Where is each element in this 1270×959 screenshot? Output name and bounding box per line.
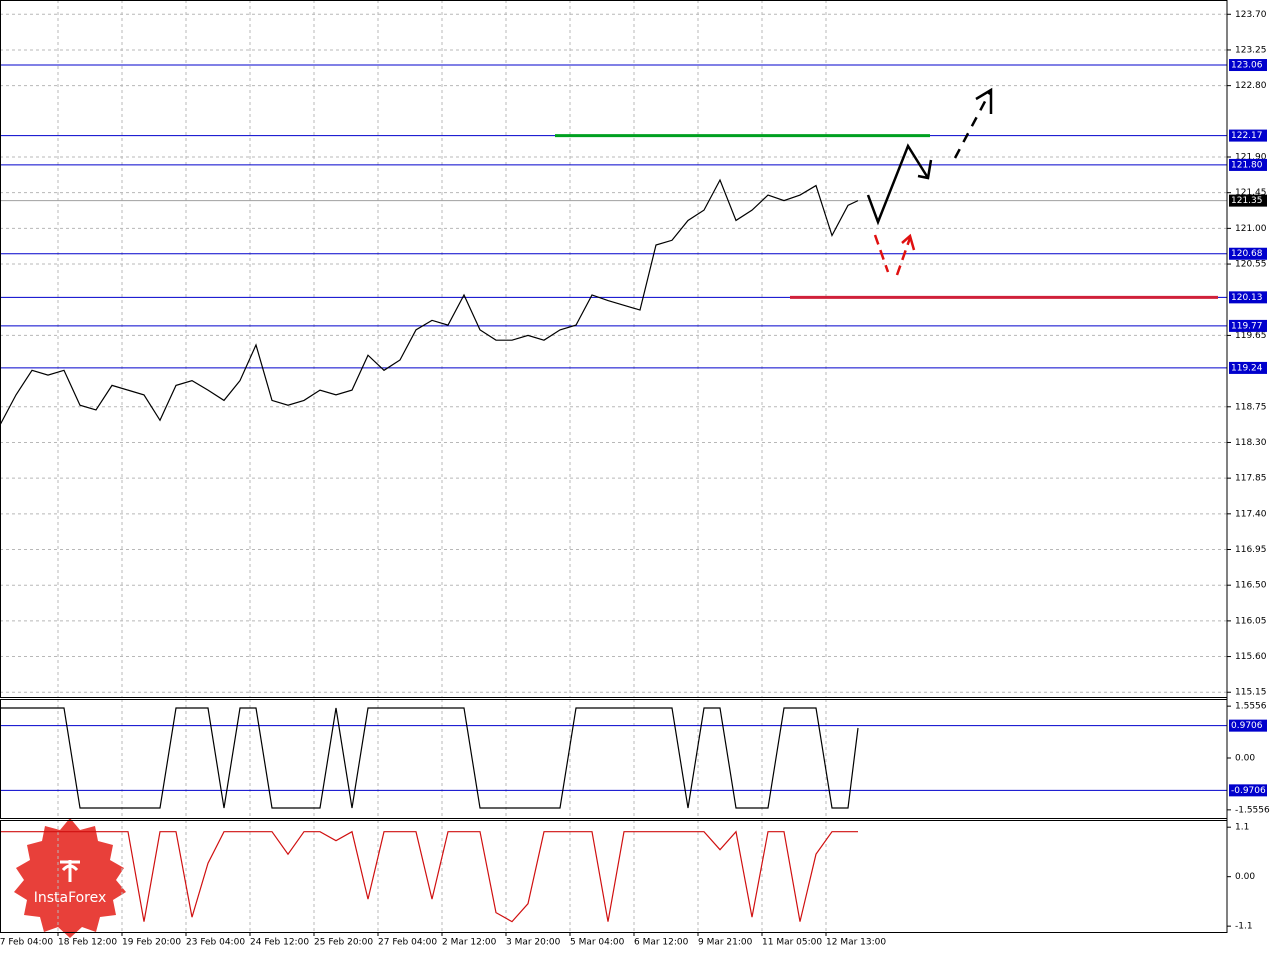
x-tick-label: 25 Feb 20:00	[314, 938, 373, 948]
y-tick-label: 123.25	[1235, 45, 1267, 55]
y-tick-label: 121.00	[1235, 224, 1267, 234]
alt-arrow	[873, 234, 890, 273]
level-box	[1229, 59, 1267, 72]
y-tick-label: 122.80	[1235, 81, 1267, 91]
x-tick-label: 27 Feb 04:00	[378, 938, 437, 948]
y-tick-label: 115.15	[1235, 688, 1267, 698]
y-tick-label: 121.90	[1235, 153, 1267, 163]
x-tick-label: 12 Mar 13:00	[826, 938, 886, 948]
y-tick-label: 116.05	[1235, 616, 1267, 626]
y-tick-label: 118.30	[1235, 438, 1267, 448]
level-label: 122.17	[1231, 131, 1263, 141]
y-tick-label: -1.1	[1235, 922, 1253, 932]
y-tick-label: 117.40	[1235, 509, 1267, 519]
forecast-arrow-dashed	[953, 91, 992, 159]
y-tick-label: 118.75	[1235, 402, 1267, 412]
y-tick-label: 120.55	[1235, 260, 1267, 270]
level-box	[1229, 361, 1267, 374]
x-tick-label: 5 Mar 04:00	[570, 938, 625, 948]
alt-arrow	[895, 237, 912, 276]
x-tick-label: 18 Feb 12:00	[58, 938, 117, 948]
y-tick-label: 1.1	[1235, 823, 1249, 833]
y-tick-label: 119.65	[1235, 331, 1267, 341]
current-price-box	[1229, 194, 1267, 207]
forecast-arrow	[866, 143, 930, 226]
y-tick-label: 117.85	[1235, 474, 1267, 484]
current-price-label: 121.35	[1231, 196, 1263, 206]
y-tick-label: 0.00	[1235, 754, 1255, 764]
level-box	[1229, 247, 1267, 260]
x-tick-label: 9 Mar 21:00	[698, 938, 753, 948]
level-label: 120.13	[1231, 293, 1263, 303]
y-tick-label: -1.5556	[1235, 805, 1270, 815]
arrow-head	[901, 233, 916, 251]
level-label: 120.68	[1231, 249, 1263, 259]
y-tick-label: 123.70	[1235, 10, 1267, 20]
level-box	[1229, 319, 1267, 332]
x-tick-label: 3 Mar 20:00	[506, 938, 561, 948]
level-box	[1229, 129, 1267, 142]
series-line	[0, 830, 858, 923]
level-label: 121.80	[1231, 160, 1263, 170]
level-box	[1229, 158, 1267, 171]
x-tick-label: 2 Mar 12:00	[442, 938, 497, 948]
x-tick-label: 23 Feb 04:00	[186, 938, 245, 948]
arrow-head	[975, 87, 993, 114]
level-box	[1229, 784, 1267, 797]
logo-text: InstaForex	[34, 890, 107, 906]
level-box	[1229, 719, 1267, 732]
x-tick-label: 6 Mar 12:00	[634, 938, 689, 948]
x-tick-label: 24 Feb 12:00	[250, 938, 309, 948]
y-tick-label: 115.60	[1235, 652, 1267, 662]
x-tick-label: 19 Feb 20:00	[122, 938, 181, 948]
series-line	[0, 707, 859, 809]
level-label: 123.06	[1231, 61, 1263, 71]
x-tick-label: 17 Feb 04:00	[0, 938, 53, 948]
level-box	[1229, 291, 1267, 304]
series-line	[0, 178, 859, 426]
y-tick-label: 1.5556	[1235, 702, 1267, 712]
arrow-head	[917, 159, 933, 180]
y-tick-label: 0.00	[1235, 872, 1255, 882]
x-tick-label: 11 Mar 05:00	[762, 938, 822, 948]
level-label: -0.9706	[1231, 786, 1266, 796]
level-label: 119.24	[1231, 363, 1263, 373]
y-tick-label: 116.95	[1235, 545, 1267, 555]
y-tick-label: 116.50	[1235, 581, 1267, 591]
y-tick-label: 121.45	[1235, 188, 1267, 198]
forecast-drawings	[866, 87, 993, 276]
logo: InstaForex	[14, 818, 126, 938]
level-label: 119.77	[1231, 321, 1263, 331]
level-label: 0.9706	[1231, 721, 1263, 731]
logo-icon	[60, 860, 80, 882]
